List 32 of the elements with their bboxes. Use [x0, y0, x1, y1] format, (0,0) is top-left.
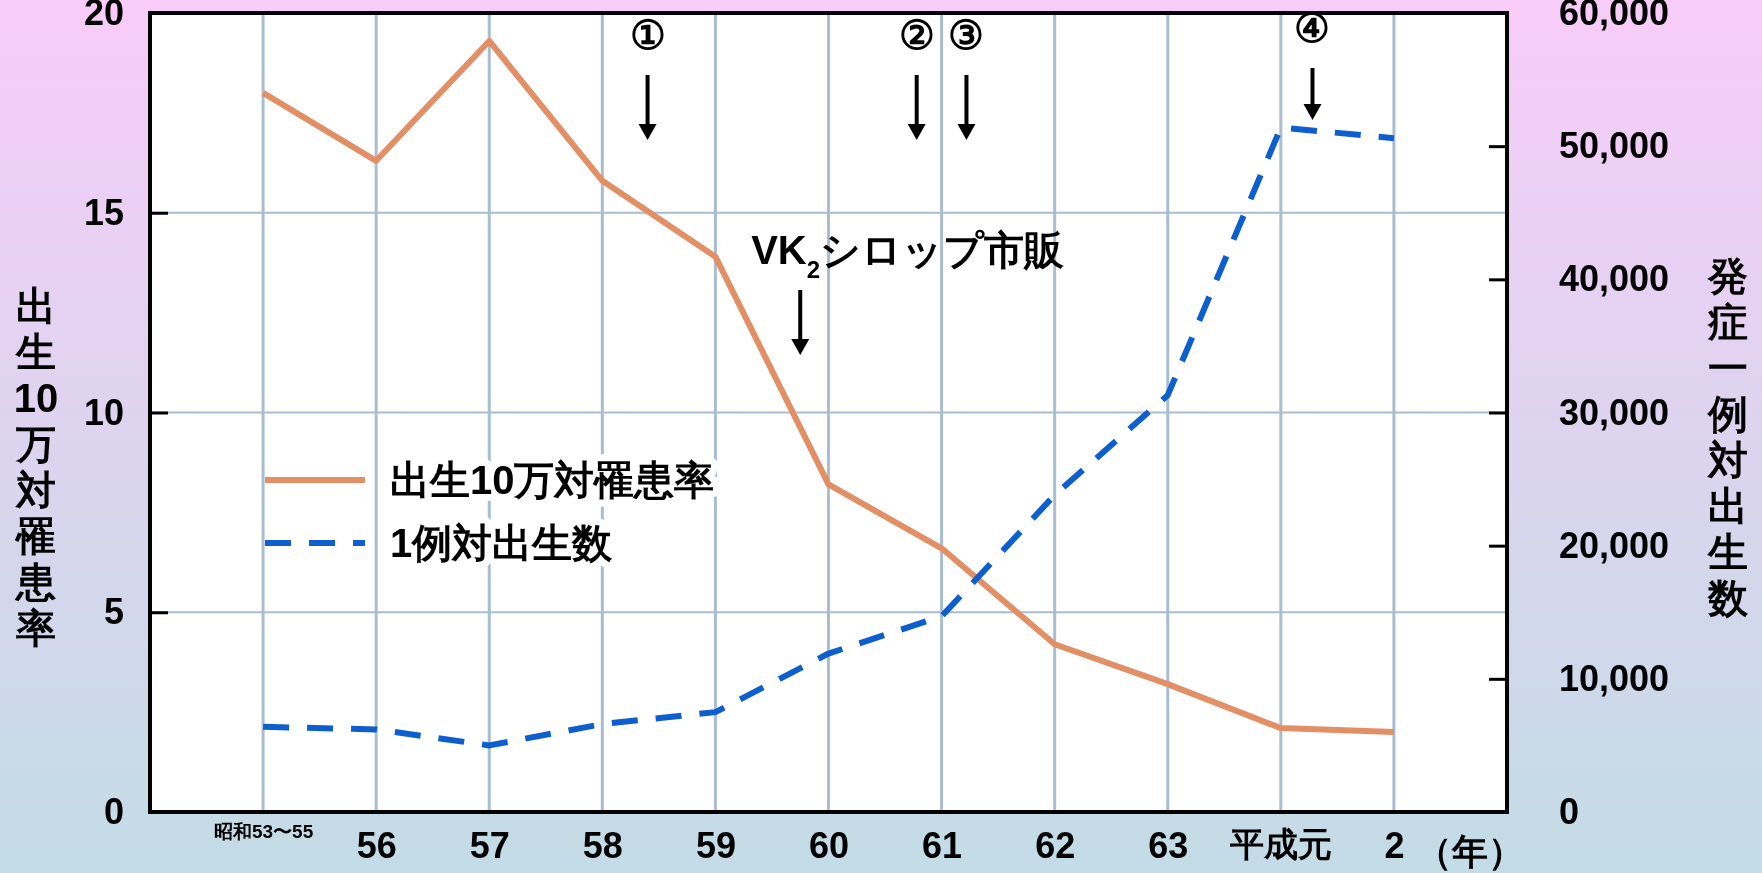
x-tick-label: 56 — [356, 825, 397, 867]
y-tick-label: 20 — [83, 0, 124, 34]
x-tick-label: 57 — [469, 825, 510, 867]
annotation: VK$_{2}$シロップ市販 — [751, 228, 1065, 283]
x-tick-label: 平成元 — [1229, 824, 1333, 863]
y2-tick-label: 20,000 — [1559, 524, 1670, 566]
y-tick-label: 10 — [83, 391, 124, 433]
x-tick-label: 59 — [695, 825, 736, 867]
annotation: ③ — [948, 13, 985, 57]
legend-label: 1例対出生数 — [390, 521, 614, 565]
y2-tick-label: 40,000 — [1559, 258, 1670, 300]
legend-label: 出生10万対罹患率 — [390, 458, 715, 502]
y2-axis-title: 発症一例対出生数 — [1706, 254, 1749, 620]
y-tick-label: 15 — [83, 191, 124, 233]
x-tick-label: 61 — [922, 825, 963, 867]
x-tick-label: 昭和53〜55 — [213, 820, 314, 842]
x-tick-label: 62 — [1035, 825, 1076, 867]
annotation: ② — [898, 13, 935, 57]
y-tick-label: 5 — [103, 591, 124, 633]
y2-tick-label: 30,000 — [1559, 391, 1670, 433]
y2-tick-label: 60,000 — [1559, 0, 1670, 34]
x-axis-title: （年） — [1415, 831, 1524, 872]
annotation: ① — [629, 13, 666, 57]
x-tick-label: 63 — [1148, 825, 1189, 867]
y-tick-label: 0 — [103, 791, 124, 833]
x-tick-label: 58 — [582, 825, 623, 867]
y-axis-title: 出生10万対罹患率 — [13, 284, 59, 650]
x-tick-label: 2 — [1384, 825, 1405, 867]
y2-tick-label: 0 — [1559, 791, 1580, 833]
x-tick-label: 60 — [808, 825, 850, 867]
y2-tick-label: 50,000 — [1559, 125, 1670, 167]
y2-tick-label: 10,000 — [1559, 657, 1670, 699]
